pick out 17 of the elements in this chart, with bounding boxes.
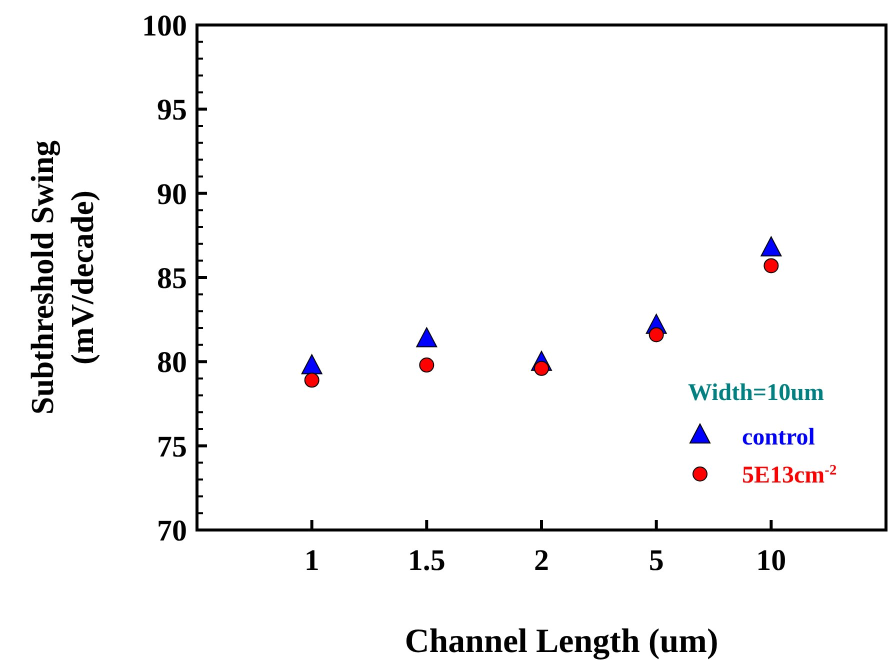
y-tick-label: 95 bbox=[157, 94, 187, 127]
legend-label: 5E13cm$^{-2}$ bbox=[742, 462, 837, 488]
x-axis-title: Channel Length (um) bbox=[404, 623, 718, 660]
y-tick-label: 80 bbox=[157, 346, 187, 380]
y-tick-label: 85 bbox=[157, 262, 187, 295]
legend-label: control bbox=[742, 424, 816, 450]
y-tick-label: 90 bbox=[157, 178, 187, 211]
x-tick-label: 2 bbox=[534, 544, 549, 577]
x-tick-label: 10 bbox=[756, 544, 786, 577]
y-tick-label: 70 bbox=[157, 514, 187, 548]
legend-title: Width=10um bbox=[688, 380, 824, 406]
y-axis-title: Subthreshold Swing (mV/decade) bbox=[24, 140, 100, 415]
x-tick-label: 1.5 bbox=[408, 544, 446, 577]
y-tick-label: 100 bbox=[142, 10, 187, 42]
y-tick-label: 75 bbox=[157, 430, 187, 464]
x-tick-label: 5 bbox=[648, 544, 664, 577]
x-tick-label: 1 bbox=[304, 544, 320, 577]
